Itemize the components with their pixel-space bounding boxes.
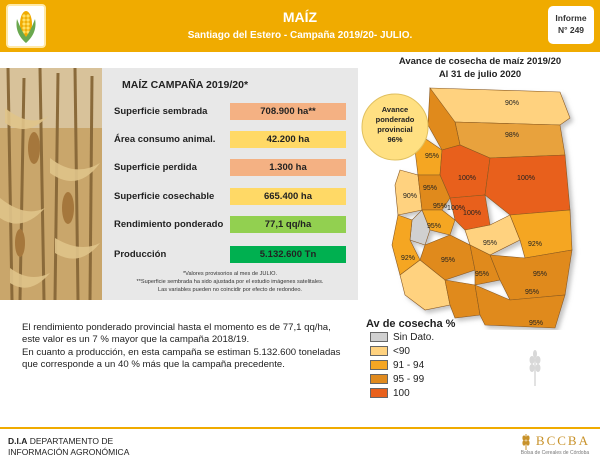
map-label: 95% [475, 271, 489, 278]
map-label: 95% [433, 203, 447, 210]
brand-name: BCCBA [535, 433, 590, 448]
footer-divider [0, 427, 600, 429]
map-label: 95% [483, 240, 497, 247]
header-bar: MAÍZ Santiago del Estero - Campaña 2019/… [0, 0, 600, 52]
map-label: 92% [528, 241, 542, 248]
progress-badge: Avance ponderado provincial 96% [361, 93, 429, 161]
legend-item-95-99: 95 - 99 [370, 374, 424, 386]
legend-item-100: 100 [370, 388, 410, 400]
badge-value: 96% [387, 135, 402, 144]
legend-label: 91 - 94 [393, 360, 425, 371]
row-value-rendimiento: 77,1 qq/ha [230, 216, 346, 233]
map-label: 95% [441, 257, 455, 264]
legend-title: Av de cosecha % [366, 318, 456, 330]
brand-subtitle: Bolsa de Cereales de Córdoba [520, 450, 590, 456]
row-value-produccion: 5.132.600 Tn [230, 246, 346, 263]
map-label: 95% [427, 223, 441, 230]
footnote-1: *Valores provisorios al mes de JULIO. [182, 271, 278, 277]
corn-field-photo [0, 68, 102, 300]
footnote-2: **Superficie sembrada ha sido ajustada p… [136, 279, 324, 285]
map-region [474, 284, 566, 329]
map-label: 92% [401, 255, 415, 262]
footer-dept-name: DEPARTAMENTO DE [27, 436, 114, 446]
table-title: MAÍZ CAMPAÑA 2019/20* [122, 79, 249, 91]
row-label-superficie-cosechable: Superficie cosechable [114, 191, 215, 202]
report-number: N° 249 [557, 25, 585, 35]
badge-line3: provincial [377, 125, 412, 134]
legend-item-91-94: 91 - 94 [370, 360, 424, 372]
badge-line1: Avance [382, 105, 408, 114]
map-region [444, 279, 481, 319]
row-label-superficie-perdida: Superficie perdida [114, 162, 197, 173]
legend-item-lt90: <90 [370, 346, 410, 358]
legend-label: <90 [393, 346, 410, 357]
legend-label: Sin Dato. [393, 332, 435, 343]
map-region [509, 209, 573, 259]
legend-swatch [370, 346, 388, 357]
map-label: 90% [403, 193, 417, 200]
legend-label: 95 - 99 [393, 374, 425, 385]
row-value-superficie-sembrada: 708.900 ha** [230, 103, 346, 120]
summary-line-3: En cuanto a producción, en esta campaña … [22, 347, 341, 358]
province-harvest-map: 90% 98% 95% 100% 100% 95% 90% 95% 100% 1… [361, 87, 573, 329]
map-region [469, 244, 501, 286]
footer-dept-line2: INFORMACIÓN AGRONÓMICA [8, 447, 130, 457]
map-label: 98% [505, 132, 519, 139]
map-label: 95% [529, 320, 543, 327]
corn-icon [6, 4, 46, 48]
row-label-produccion: Producción [114, 249, 167, 260]
legend-swatch [370, 360, 388, 371]
map-label: 100% [517, 175, 535, 182]
legend-swatch [370, 374, 388, 385]
badge-line2: ponderado [376, 115, 415, 124]
legend-item-sin-dato: Sin Dato. [370, 332, 434, 344]
row-value-area-consumo: 42.200 ha [230, 131, 346, 148]
summary-line-2: este valor es un 7 % mayor que la campañ… [22, 334, 250, 345]
row-label-superficie-sembrada: Superficie sembrada [114, 106, 208, 117]
map-label: 90% [505, 100, 519, 107]
map-region [394, 169, 423, 216]
map-label: 100% [447, 205, 465, 212]
row-value-superficie-cosechable: 665.400 ha [230, 188, 346, 205]
footer-dia: D.I.A [8, 436, 28, 446]
map-region [484, 154, 571, 216]
wheat-watermark-icon [529, 350, 541, 386]
map-label: 95% [425, 153, 439, 160]
footer-department: D.I.A DEPARTAMENTO DE INFORMACIÓN AGRONÓ… [8, 436, 129, 458]
row-value-superficie-perdida: 1.300 ha [230, 159, 346, 176]
map-title-line2: Al 31 de julio 2020 [438, 69, 522, 80]
map-label: 95% [533, 271, 547, 278]
map-label: 100% [458, 175, 476, 182]
bccba-logo: BCCBA Bolsa de Cereales de Córdoba [520, 432, 590, 456]
map-region [417, 174, 451, 211]
map-label: 95% [423, 185, 437, 192]
legend-swatch [370, 332, 388, 343]
map-region [421, 209, 456, 236]
map-label: 100% [463, 210, 481, 217]
page-subtitle: Santiago del Estero - Campaña 2019/20- J… [187, 30, 413, 41]
summary-line-1: El rendimiento ponderado provincial hast… [22, 322, 331, 333]
map-label: 95% [525, 289, 539, 296]
map-title-line1: Avance de cosecha de maíz 2019/20 [398, 56, 562, 67]
crop-summary-table: MAÍZ CAMPAÑA 2019/20* Superficie sembrad… [102, 68, 358, 300]
row-label-rendimiento: Rendimiento ponderado [114, 219, 224, 230]
summary-line-4: que corresponde a un 40 % más que la cam… [22, 359, 285, 370]
row-label-area-consumo: Área consumo animal. [114, 134, 216, 145]
wheat-icon [522, 434, 530, 450]
report-number-badge: Informe N° 249 [548, 6, 594, 44]
map-region [409, 209, 431, 246]
legend-swatch [370, 388, 388, 399]
footnote-3: Las variables pueden no coincidir por ef… [158, 287, 302, 293]
page-title: MAÍZ [282, 9, 318, 25]
report-label: Informe [555, 13, 587, 23]
legend-label: 100 [393, 388, 410, 399]
